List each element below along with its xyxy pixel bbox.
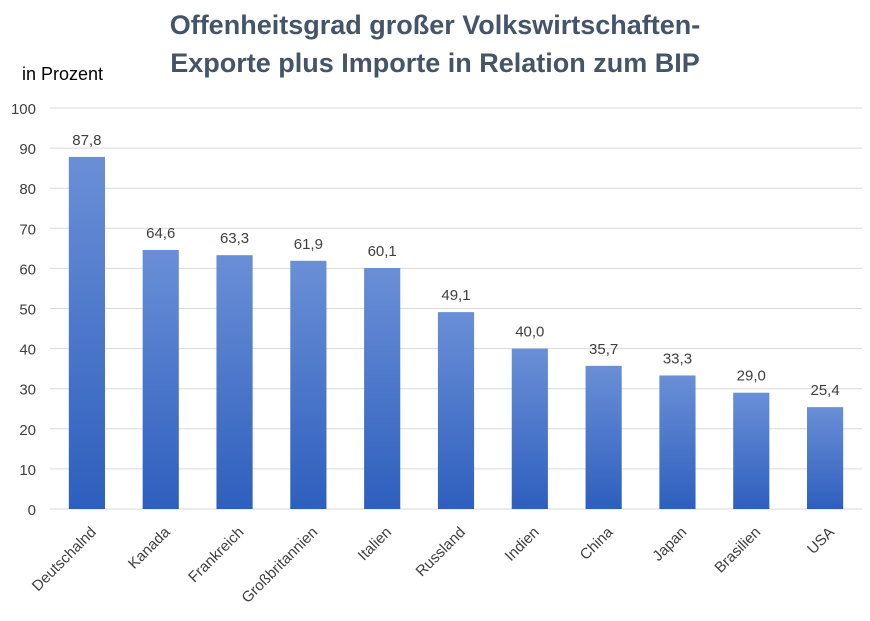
y-tick-label: 100 <box>11 101 36 118</box>
bar <box>364 267 401 509</box>
chart-title: Offenheitsgrad großer Volkswirtschaften-… <box>0 6 870 82</box>
bar <box>807 407 844 509</box>
bar <box>68 156 105 509</box>
data-label: 29,0 <box>737 368 766 385</box>
data-label: 64,6 <box>146 225 175 242</box>
data-label: 49,1 <box>441 287 470 304</box>
bars <box>68 156 844 510</box>
data-label: 35,7 <box>589 341 618 358</box>
y-tick-label: 10 <box>19 462 36 479</box>
y-axis-ticks: 0 10 20 30 40 50 60 70 80 90 100 <box>11 101 36 519</box>
y-tick-label: 70 <box>19 221 36 238</box>
x-tick-label: Japan <box>649 524 690 565</box>
data-label: 61,9 <box>294 236 323 253</box>
x-tick-label: Großbritannien <box>238 524 321 607</box>
y-tick-label: 60 <box>19 261 36 278</box>
y-tick-label: 40 <box>19 342 36 359</box>
bar <box>733 392 770 509</box>
data-label: 60,1 <box>368 243 397 260</box>
x-tick-label: Kanada <box>125 523 174 572</box>
x-tick-label: Brasilien <box>711 524 764 577</box>
x-tick-label: USA <box>804 524 838 558</box>
x-tick-label: Italien <box>355 524 395 564</box>
x-tick-label: China <box>577 523 617 563</box>
x-tick-label: Indien <box>502 524 543 565</box>
bar <box>511 348 548 509</box>
y-tick-label: 0 <box>28 502 36 519</box>
x-tick-label: Russland <box>413 524 469 580</box>
x-tick-label: Deutschalnd <box>29 524 100 595</box>
chart-title-line-1: Offenheitsgrad großer Volkswirtschaften- <box>169 10 701 40</box>
data-label: 63,3 <box>220 230 249 247</box>
y-tick-label: 30 <box>19 382 36 399</box>
data-label: 25,4 <box>810 382 839 399</box>
y-tick-label: 90 <box>19 141 36 158</box>
bar <box>290 260 327 509</box>
x-axis-ticks: Deutschalnd Kanada FrankreichGroßbritannie… <box>29 523 838 606</box>
bar <box>437 312 475 509</box>
bar <box>142 249 179 510</box>
bar <box>659 375 696 509</box>
y-tick-label: 50 <box>19 302 36 319</box>
data-labels: 87,8 64,6 63,3 61,9 60,1 49,1 40,0 35,7 33,3 29,0… <box>72 132 839 399</box>
bar <box>216 255 253 509</box>
x-tick-label: Frankreich <box>185 524 247 586</box>
data-label: 33,3 <box>663 350 692 367</box>
data-label: 87,8 <box>72 132 101 149</box>
y-axis-label: in Prozent <box>22 64 104 84</box>
chart-title-line-2: Exporte plus Importe in Relation zum BIP <box>170 48 700 78</box>
y-tick-label: 80 <box>19 181 36 198</box>
bar <box>585 365 622 509</box>
y-tick-label: 20 <box>19 422 36 439</box>
data-label: 40,0 <box>515 324 544 341</box>
